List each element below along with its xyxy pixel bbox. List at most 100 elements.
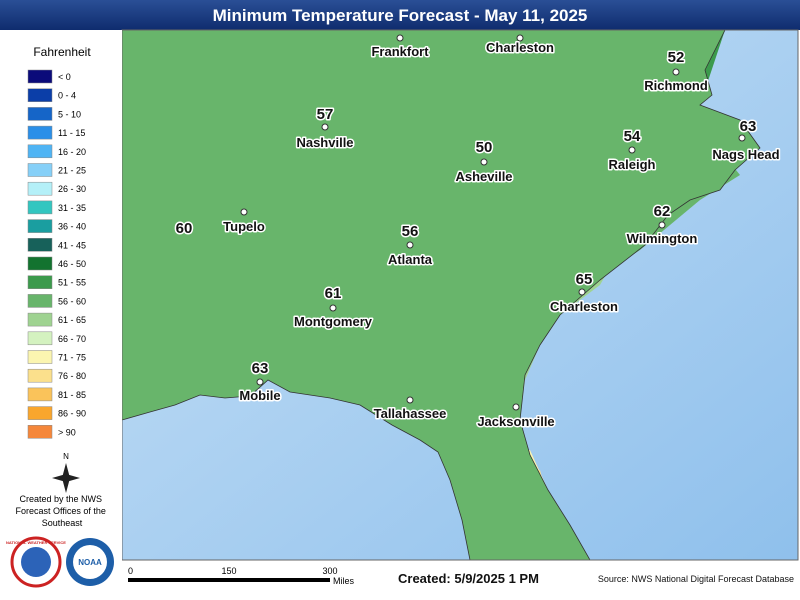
legend-label: 5 - 10 — [58, 109, 81, 119]
city-dot — [406, 396, 414, 404]
city-dot — [240, 208, 248, 216]
city-name: Tallahassee — [374, 406, 447, 421]
city-name: Frankfort — [371, 44, 429, 59]
city-name: Raleigh — [609, 157, 656, 172]
legend-swatch — [27, 425, 53, 439]
title-bar — [0, 0, 800, 30]
scale-label: 300 — [322, 566, 337, 576]
legend-swatch — [27, 181, 53, 196]
legend-label: 11 - 15 — [58, 128, 85, 138]
legend-label: 61 - 65 — [58, 315, 86, 325]
legend-swatch — [27, 406, 53, 420]
city-temp: 63 — [252, 360, 269, 377]
legend-swatch — [27, 312, 53, 327]
credit-line: Southeast — [42, 518, 83, 528]
legend-label: 76 - 80 — [58, 371, 86, 381]
created: Created: 5/9/2025 1 PM — [398, 571, 539, 586]
scale-unit: Miles — [333, 576, 355, 586]
legend-panel — [0, 30, 122, 595]
city-name: Tupelo — [223, 219, 265, 234]
legend-swatch — [27, 125, 53, 140]
city-temp: 63 — [740, 118, 757, 135]
legend-label: 41 - 45 — [58, 240, 86, 250]
city-name: Jacksonville — [477, 414, 554, 429]
nws-center — [21, 547, 51, 577]
city-name: Nags Head — [712, 147, 779, 162]
legend-label: 46 - 50 — [58, 259, 86, 269]
noaa-logo: NOAA — [66, 538, 114, 586]
map-area — [122, 30, 798, 560]
legend-swatch — [27, 387, 53, 402]
legend-swatch — [27, 294, 53, 308]
city-dot — [628, 146, 636, 154]
legend-label: 66 - 70 — [58, 334, 86, 344]
legend-label: 0 - 4 — [58, 91, 76, 101]
legend-label: 51 - 55 — [58, 278, 86, 288]
legend-swatch — [27, 144, 53, 159]
legend-label: 86 - 90 — [58, 409, 86, 419]
legend-label: 56 - 60 — [58, 296, 86, 306]
scale-label: 150 — [221, 566, 236, 576]
legend-label: > 90 — [58, 427, 76, 437]
credit: Created by the NWS Forecast Offices of t… — [16, 494, 109, 528]
city-dot — [738, 134, 746, 142]
city-dot — [406, 241, 414, 249]
scale-label: 0 — [128, 566, 133, 576]
city-temp: 56 — [402, 223, 419, 240]
city-temp: 54 — [624, 128, 641, 145]
credit-line: Forecast Offices of the — [16, 506, 106, 516]
legend-swatch — [27, 256, 53, 271]
city-name: Wilmington — [627, 231, 698, 246]
legend-swatch — [27, 200, 53, 215]
credit-line: Created by the NWS — [19, 494, 102, 504]
city-dot — [329, 304, 337, 312]
city-dot — [256, 378, 264, 386]
scale-bar-line — [128, 578, 330, 582]
city-dot — [321, 123, 329, 131]
legend-label: 21 - 25 — [58, 166, 86, 176]
city-temp: 62 — [654, 203, 671, 220]
legend-label: 71 - 75 — [58, 353, 86, 363]
city-dot — [672, 68, 680, 76]
legend-swatch — [27, 88, 53, 102]
legend-swatch — [27, 238, 53, 252]
compass-rose — [52, 463, 80, 493]
legend-swatch — [27, 219, 53, 233]
title: Minimum Temperature Forecast - May 11, 2… — [213, 6, 588, 25]
city-temp: 57 — [317, 106, 334, 123]
compass-n: N — [63, 452, 69, 461]
noaa-center — [73, 545, 107, 579]
legend-label: < 0 — [58, 72, 71, 82]
city-name: Atlanta — [388, 252, 433, 267]
legend-swatch — [27, 331, 53, 346]
city-dot — [512, 403, 520, 411]
city-dot — [658, 221, 666, 229]
city-dot — [396, 34, 404, 42]
nws-text: NATIONAL WEATHER SERVICE — [6, 540, 66, 545]
city-temp: 65 — [576, 271, 593, 288]
city-name: Asheville — [455, 169, 512, 184]
city-temp: 60 — [176, 220, 193, 237]
nws-logo: NATIONAL WEATHER SERVICE — [6, 536, 66, 588]
legend-title: Fahrenheit — [33, 45, 91, 59]
legend-swatch — [27, 275, 53, 289]
city-dot — [516, 34, 524, 42]
places: Frankfort Charleston Richmond 52 Nashville 57… — [174, 34, 781, 431]
city-name: Charleston — [486, 40, 554, 55]
legend-swatch — [27, 350, 53, 364]
legend-swatch — [27, 107, 53, 121]
legend: < 0 0 - 4 5 - 10 11 - 15 16 - 20 21 - 25 26 - … — [27, 69, 86, 439]
source: Source: NWS National Digital Forecast Da… — [598, 574, 794, 584]
city-name: Richmond — [644, 78, 708, 93]
city-temp: 61 — [325, 285, 342, 302]
legend-swatch — [27, 368, 53, 383]
city-name: Nashville — [296, 135, 353, 150]
legend-label: 16 - 20 — [58, 147, 86, 157]
city-name: Montgomery — [294, 314, 373, 329]
noaa-text: NOAA — [78, 558, 102, 567]
city-name: Charleston — [550, 299, 618, 314]
city-temp: 52 — [668, 49, 685, 66]
legend-swatch — [27, 69, 53, 84]
city-dot — [480, 158, 488, 166]
